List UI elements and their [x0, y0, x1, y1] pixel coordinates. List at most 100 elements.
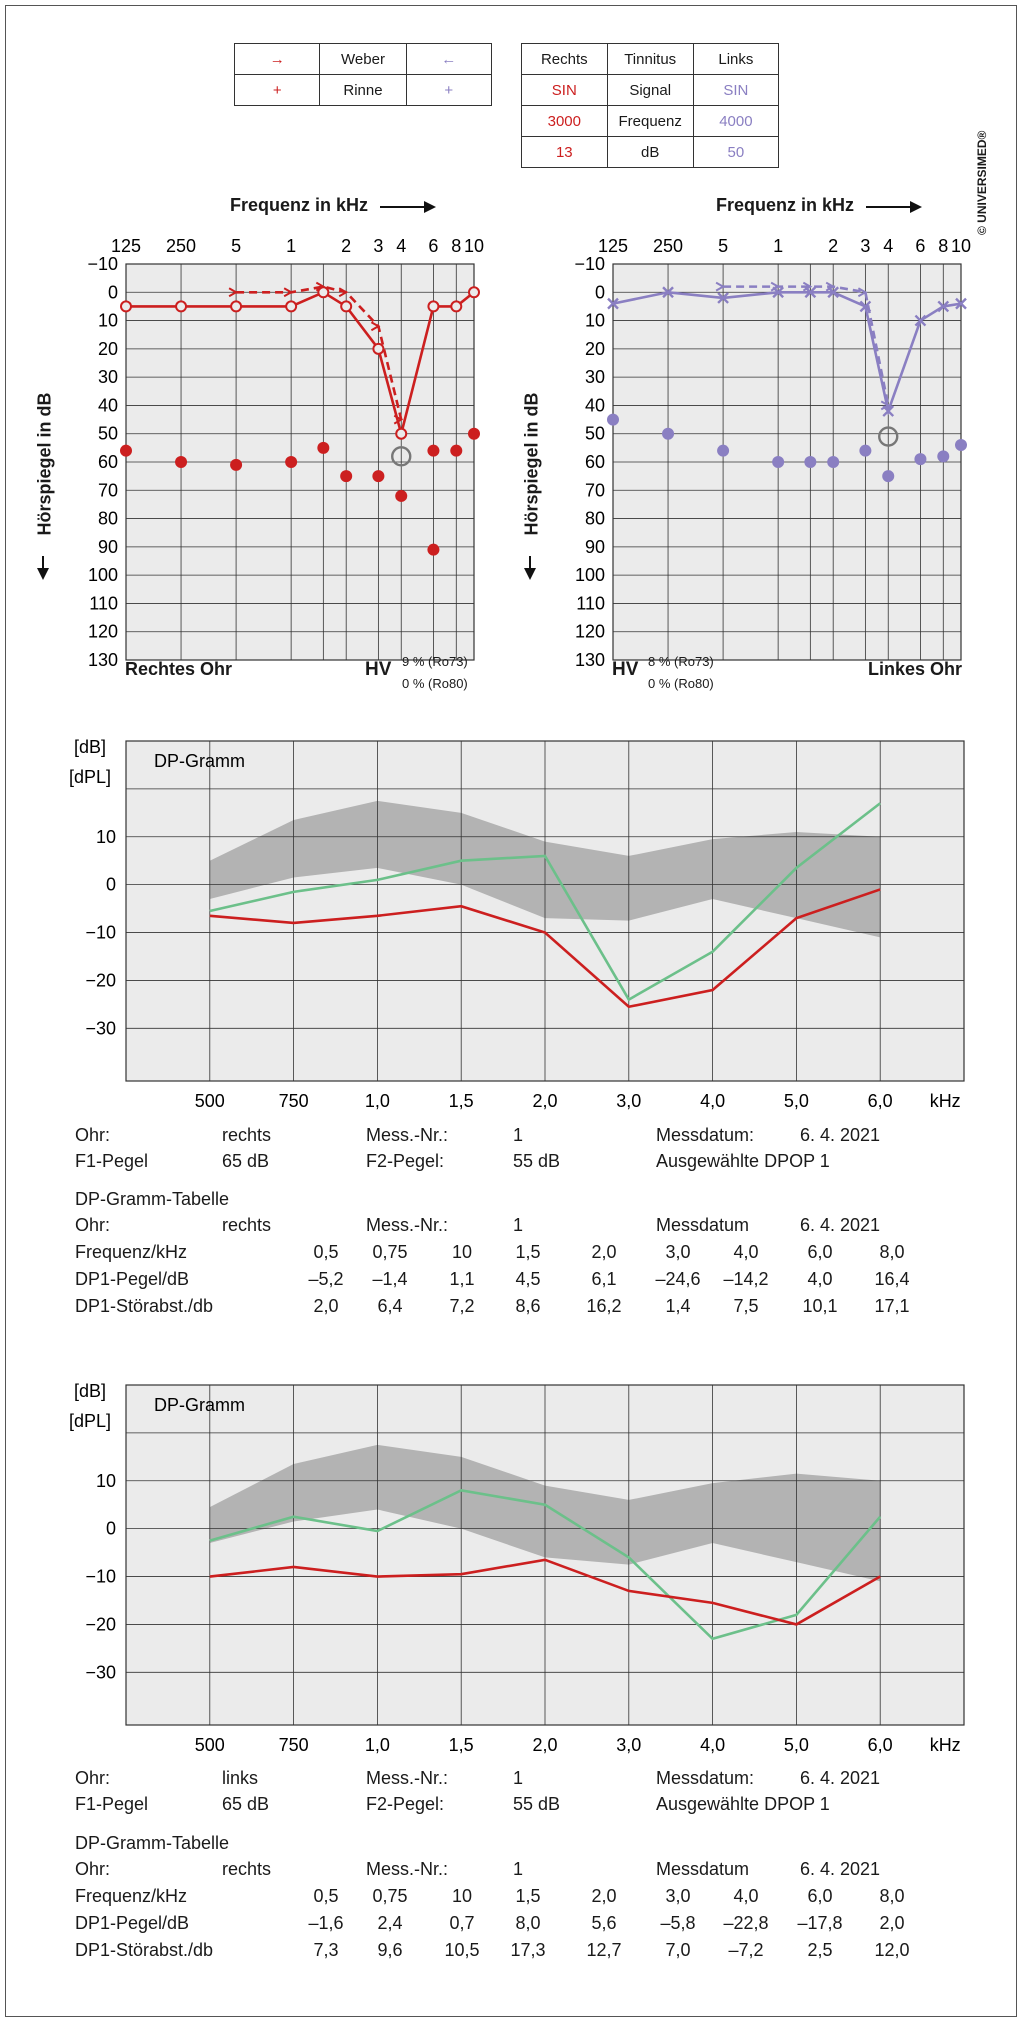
x-tick-label: 1,5 — [449, 1091, 474, 1111]
bone-line — [236, 285, 403, 420]
dp-gramm-title: DP-Gramm — [154, 1395, 245, 1415]
table-cell: 2,0 — [313, 1296, 339, 1316]
f1-pegel-label: F1-Pegel — [75, 1794, 149, 1814]
table-row-label: DP1-Störabst./db — [75, 1296, 214, 1316]
air-marker — [607, 297, 619, 310]
messdatum-label: Messdatum: — [656, 1768, 755, 1788]
copyright-text: © UNIVERSIMED® — [975, 130, 989, 235]
threshold-dot — [340, 470, 353, 483]
threshold-dot — [882, 470, 895, 483]
x-tick-label: 6,0 — [868, 1735, 893, 1755]
tinnitus-header-label: Tinnitus — [606, 43, 694, 75]
x-tick-label: 1,0 — [365, 1735, 390, 1755]
threshold-dot — [914, 453, 927, 466]
arrow-right-icon — [866, 201, 922, 213]
x-tick-label: 5 — [718, 236, 728, 256]
bone-marker — [315, 281, 326, 292]
table-ohr-value: rechts — [222, 1859, 272, 1879]
messdatum-label: Messdatum: — [656, 1125, 755, 1145]
table-cell: 1,5 — [515, 1886, 541, 1906]
bone-marker — [880, 400, 891, 411]
table-mess-nr-value: 1 — [513, 1859, 524, 1879]
table-cell: 10,5 — [444, 1940, 480, 1960]
x-tick-label: 4 — [396, 236, 406, 256]
air-marker — [468, 286, 480, 299]
hv-value-right-1: 9 % (Ro73) — [402, 654, 468, 669]
table-row-label: DP1-Pegel/dB — [75, 1269, 190, 1289]
air-marker — [340, 300, 353, 313]
audiogram-right-title: Frequenz in kHz — [230, 195, 369, 215]
mess-nr-value: 1 — [513, 1125, 524, 1145]
y-tick-label: −10 — [85, 1567, 116, 1587]
table-cell: 2,5 — [807, 1940, 833, 1960]
y-tick-label: 0 — [595, 282, 605, 302]
y-tick-label: 100 — [575, 565, 605, 585]
f2-pegel-label: F2-Pegel: — [366, 1151, 445, 1171]
table-cell: –1,6 — [308, 1913, 344, 1933]
table-messdatum-value: 6. 4. 2021 — [800, 1859, 881, 1879]
threshold-dot — [372, 470, 385, 483]
x-tick-label: 500 — [195, 1735, 225, 1755]
table-mess-nr-label: Mess.-Nr.: — [366, 1859, 449, 1879]
y-tick-label: −30 — [85, 1662, 116, 1682]
x-unit-label: kHz — [930, 1091, 961, 1111]
bone-marker — [825, 281, 836, 292]
threshold-dot — [427, 543, 440, 556]
x-tick-label: 2 — [341, 236, 351, 256]
threshold-dot — [120, 444, 132, 457]
air-marker — [914, 314, 927, 327]
threshold-dot — [468, 427, 480, 440]
y-tick-label: 90 — [585, 537, 605, 557]
table-cell: 0,75 — [372, 1242, 408, 1262]
table-row-label: DP1-Pegel/dB — [75, 1913, 190, 1933]
threshold-dot — [662, 427, 675, 440]
air-marker — [662, 286, 674, 299]
bone-marker — [283, 287, 294, 298]
x-tick-label: 2 — [828, 236, 838, 256]
y-tick-label: 80 — [585, 509, 605, 529]
dp-table-title: DP-Gramm-Tabelle — [75, 1189, 230, 1209]
x-tick-label: 8 — [451, 236, 461, 256]
table-cell: –1,4 — [372, 1269, 408, 1289]
f2-pegel-value: 55 dB — [513, 1794, 561, 1814]
threshold-dot — [937, 450, 950, 463]
table-cell: 4,0 — [807, 1269, 833, 1289]
hv-value-right-2: 0 % (Ro80) — [402, 676, 468, 691]
air-marker — [427, 300, 440, 313]
series-line — [209, 1558, 881, 1626]
table-mess-nr-label: Mess.-Nr.: — [366, 1215, 449, 1235]
x-tick-label: 5 — [231, 236, 241, 256]
y-tick-label: 120 — [88, 622, 118, 642]
table-cell: 6,0 — [807, 1242, 833, 1262]
table-cell: 7,0 — [665, 1940, 691, 1960]
y-tick-label: 50 — [98, 424, 118, 444]
x-tick-label: 5,0 — [784, 1091, 809, 1111]
y-tick-label: −10 — [87, 254, 118, 274]
weber-rinne-legend: → Weber ← + Rinne + — [233, 43, 493, 106]
tinnitus-header-left: Links — [692, 43, 780, 75]
air-marker — [372, 342, 385, 355]
rinne-right-symbol: + — [233, 74, 321, 106]
dp-table-title: DP-Gramm-Tabelle — [75, 1833, 230, 1853]
table-cell: 6,4 — [377, 1296, 403, 1316]
table-cell: 10 — [451, 1886, 473, 1906]
x-tick-label: 250 — [166, 236, 196, 256]
table-ohr-value: rechts — [222, 1215, 272, 1235]
table-cell: 4,0 — [733, 1242, 759, 1262]
audiogram-left-ylabel: Hörspiegel in dB — [522, 366, 543, 535]
table-cell: 2,0 — [591, 1242, 617, 1262]
series-line — [209, 1489, 882, 1641]
bone-marker — [338, 287, 349, 298]
tinnitus-frequency-right: 3000 — [521, 105, 608, 137]
tinnitus-marker — [878, 426, 899, 447]
y-tick-label: 80 — [98, 509, 118, 529]
y-tick-label: 60 — [98, 452, 118, 472]
ylabel-dpl: [dPL] — [69, 767, 111, 787]
x-tick-label: 250 — [653, 236, 683, 256]
air-marker — [175, 300, 188, 313]
tinnitus-db-left: 50 — [692, 136, 780, 168]
bone-marker — [857, 287, 868, 298]
threshold-dot — [827, 456, 840, 468]
x-tick-label: 750 — [279, 1091, 309, 1111]
